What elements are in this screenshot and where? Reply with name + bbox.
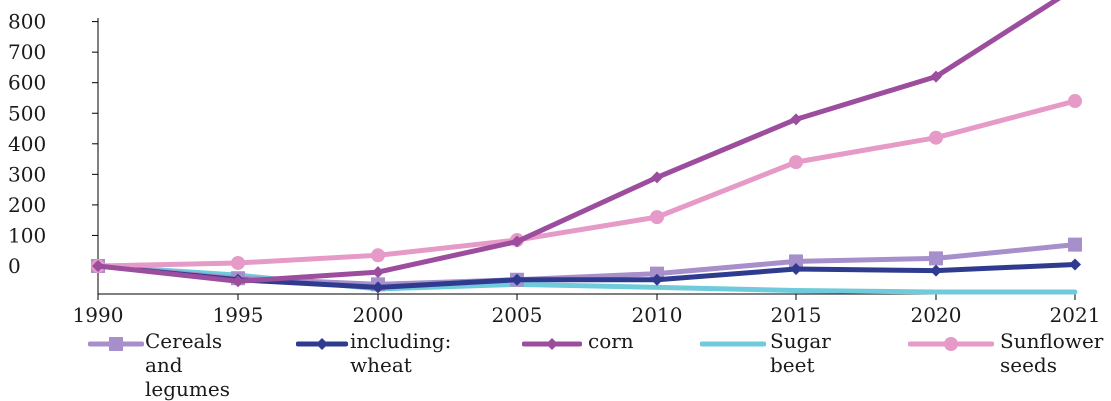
data-point	[232, 275, 244, 288]
x-tick-label: 2000	[353, 303, 404, 325]
data-point	[929, 130, 943, 145]
legend-swatch	[88, 337, 144, 351]
data-point	[930, 264, 942, 277]
legend-label: corn	[588, 329, 634, 353]
legend-marker	[944, 337, 958, 351]
legend-label: Sugar beet	[770, 329, 831, 377]
data-point	[790, 263, 802, 276]
y-tick-label: 900	[8, 0, 46, 3]
legend-marker	[546, 338, 558, 350]
data-point	[930, 70, 942, 83]
data-point	[651, 171, 663, 184]
legend-label: Sunflower seeds	[1000, 329, 1104, 377]
y-tick-label: 100	[8, 223, 46, 247]
legend-swatch	[296, 338, 348, 350]
data-point	[790, 113, 802, 126]
legend-swatch	[908, 337, 994, 351]
data-point	[1069, 258, 1081, 271]
y-tick-label: 700	[8, 40, 46, 64]
y-tick-label: 200	[8, 193, 46, 217]
data-point	[371, 248, 385, 263]
x-tick-label: 2020	[911, 303, 962, 325]
x-tick-label: 2021	[1050, 303, 1101, 325]
y-tick-label: 0	[8, 254, 21, 278]
x-tick-label: 2015	[771, 303, 822, 325]
series-sunflower-seeds	[91, 94, 1082, 273]
data-point	[650, 210, 664, 225]
x-tick-label: 1995	[213, 303, 264, 325]
series-line	[95, 0, 1061, 284]
x-tick-label: 1990	[73, 303, 124, 325]
data-point	[929, 251, 943, 266]
legend-swatch	[522, 338, 582, 350]
legend-label: including: wheat	[350, 329, 452, 377]
axes	[92, 18, 1076, 300]
y-tick-label: 600	[8, 71, 46, 95]
line-chart: 0 100 200 300 400 500 600 700 800 900 1990 1995 2000…	[8, 0, 1100, 325]
data-point	[651, 273, 663, 286]
data-point	[372, 281, 384, 294]
legend-marker	[109, 337, 123, 351]
data-point	[92, 260, 104, 272]
y-tick-label: 800	[8, 10, 46, 34]
x-tick-label: 2005	[492, 303, 543, 325]
series-line	[95, 98, 1078, 269]
data-point	[789, 254, 803, 269]
x-tick-label: 2010	[632, 303, 683, 325]
data-point	[511, 235, 523, 248]
data-point	[789, 155, 803, 170]
data-point	[1068, 94, 1082, 109]
data-point	[511, 273, 523, 286]
y-tick-label: 300	[8, 162, 46, 186]
y-tick-label: 500	[8, 101, 46, 125]
data-point	[231, 255, 245, 270]
legend: Cereals and legumes including: wheat corn S…	[0, 325, 1111, 401]
y-tick-label: 400	[8, 132, 46, 156]
tick-labels: 0 100 200 300 400 500 600 700 800 900 1990 1995 2000…	[8, 0, 1100, 325]
legend-label: Cereals and legumes	[145, 329, 230, 401]
data-point	[372, 266, 384, 279]
legend-swatch	[700, 341, 766, 347]
series-lines	[91, 0, 1082, 295]
legend-marker	[316, 338, 328, 350]
data-point	[1068, 237, 1082, 252]
series-corn	[92, 0, 1061, 288]
